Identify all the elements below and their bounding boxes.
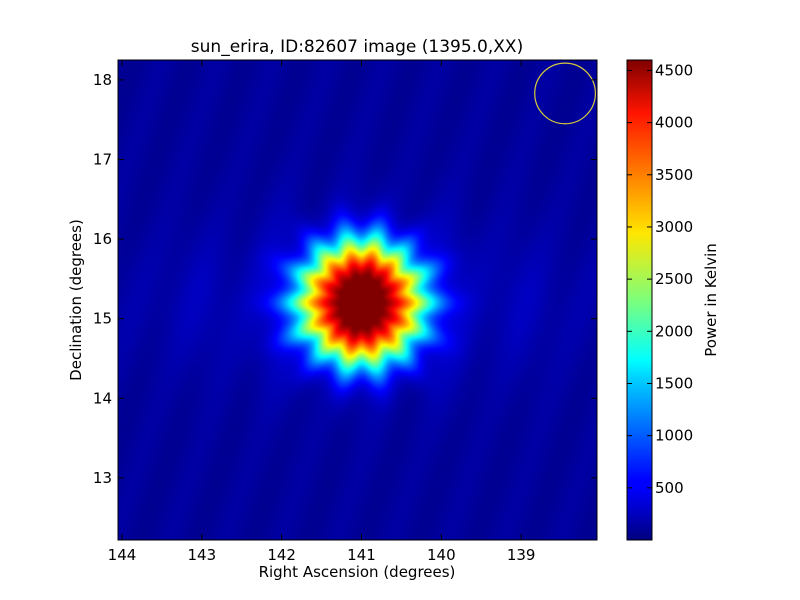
colorbar-tick-label: 500	[655, 479, 684, 497]
x-tick-label: 143	[188, 546, 217, 564]
y-tick-label: 14	[93, 389, 112, 407]
colorbar-ticks: 500 1000 1500 2000 2500 3000 3500 4000 4500	[627, 61, 693, 497]
colorbar-gradient	[627, 60, 652, 540]
colorbar-tick-label: 3500	[655, 166, 693, 184]
colorbar-label: Power in Kelvin	[702, 243, 720, 357]
y-tick-label: 16	[93, 230, 112, 248]
colorbar-tick-label: 1500	[655, 374, 693, 392]
y-tick-label: 18	[93, 71, 112, 89]
colorbar-tick-label: 2000	[655, 322, 693, 340]
colorbar-tick-label: 1000	[655, 427, 693, 445]
y-axis-label: Declination (degrees)	[67, 219, 85, 381]
heatmap	[118, 60, 597, 540]
y-axis-ticks: 13 14 15 16 17 18	[93, 71, 597, 487]
x-tick-label: 142	[267, 546, 296, 564]
colorbar-tick-label: 4500	[655, 61, 693, 79]
beam-marker-circle	[534, 62, 597, 125]
x-tick-label: 144	[108, 546, 137, 564]
x-tick-label: 139	[507, 546, 536, 564]
chart-title: sun_erira, ID:82607 image (1395.0,XX)	[191, 37, 523, 57]
colorbar-tick-label: 2500	[655, 270, 693, 288]
colorbar-tick-label: 4000	[655, 114, 693, 132]
x-tick-label: 140	[427, 546, 456, 564]
plot-area: 144 143 142 141 140 139 13 14 15 16 17 18	[93, 59, 598, 564]
x-axis-label: Right Ascension (degrees)	[259, 563, 456, 581]
x-tick-label: 141	[347, 546, 376, 564]
y-tick-label: 15	[93, 310, 112, 328]
colorbar: 500 1000 1500 2000 2500 3000 3500 4000 4500 Powe…	[626, 59, 720, 541]
plot-frame	[117, 59, 598, 541]
colorbar-tick-label: 3000	[655, 218, 693, 236]
y-tick-label: 13	[93, 469, 112, 487]
colorbar-frame	[626, 59, 653, 541]
x-axis-ticks: 144 143 142 141 140 139	[108, 60, 536, 564]
y-tick-label: 17	[93, 151, 112, 169]
heatmap-image	[118, 60, 597, 540]
